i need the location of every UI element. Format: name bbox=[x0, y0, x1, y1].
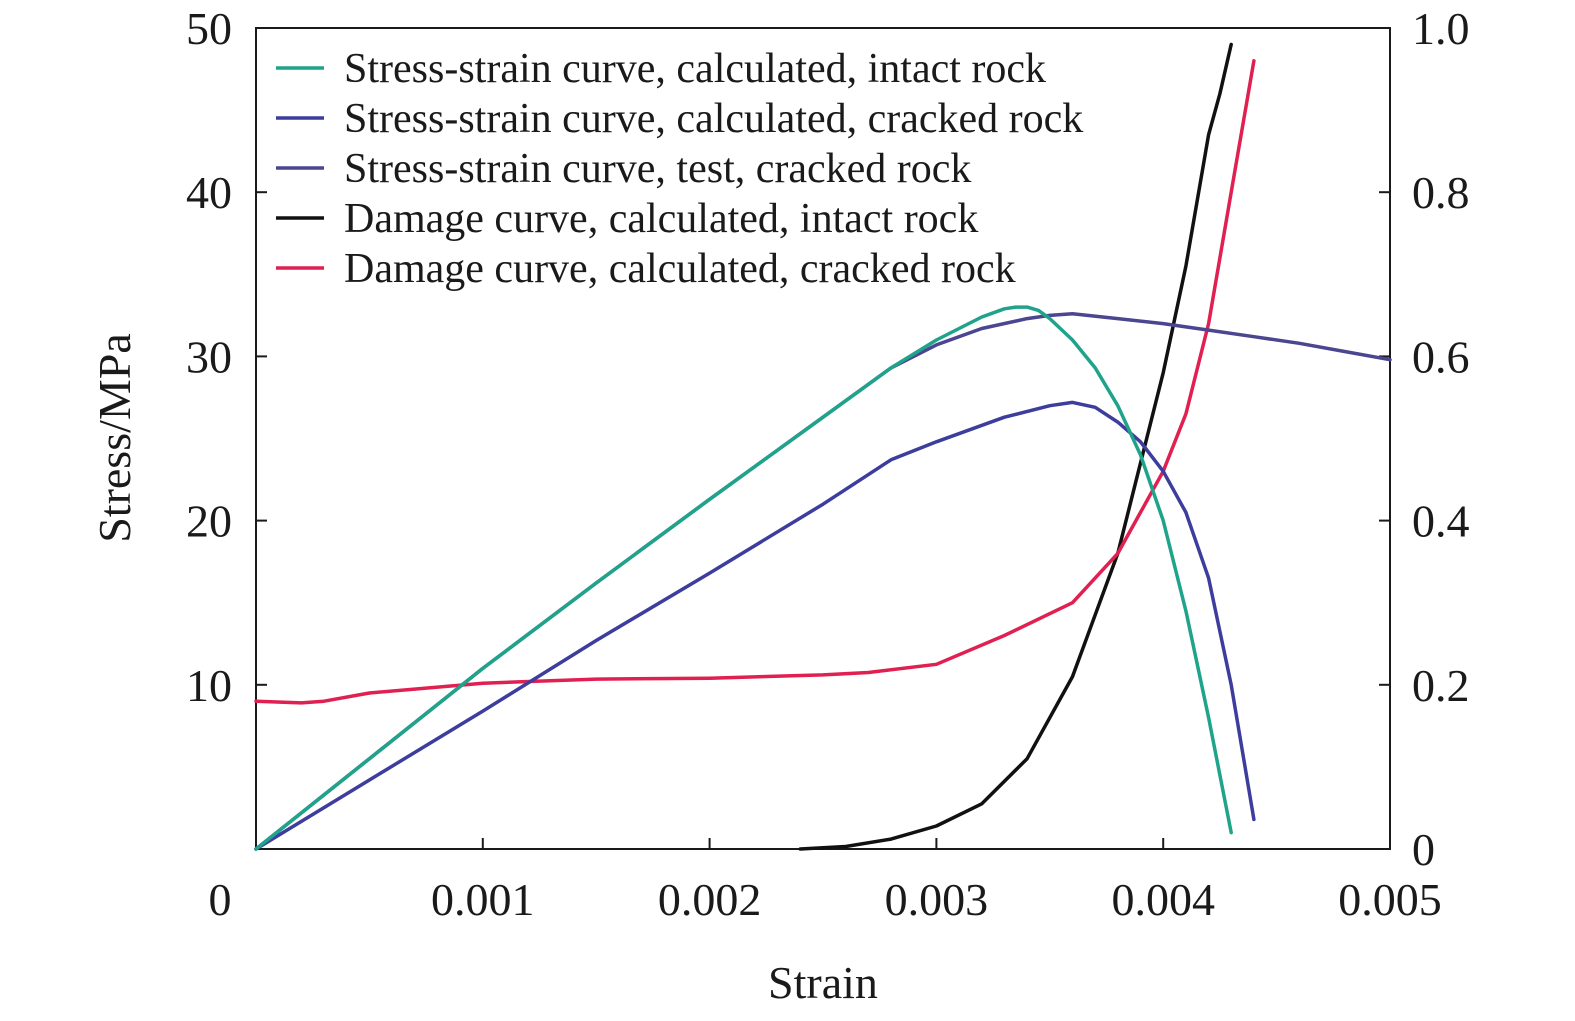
legend-label: Damage curve, calculated, cracked rock bbox=[344, 246, 1016, 292]
x-axis-title: Strain bbox=[768, 957, 878, 1008]
y2-tick-label: 0 bbox=[1412, 824, 1435, 875]
x-tick-label: 0.003 bbox=[885, 874, 989, 925]
tick-labels: 0 0.001 0.002 0.003 0.004 0.005 10 20 30 40 50 0 0.2… bbox=[186, 3, 1470, 925]
legend-label: Stress-strain curve, calculated, intact … bbox=[344, 46, 1046, 92]
series-line-4 bbox=[798, 42, 1233, 851]
y2-tick-label: 0.6 bbox=[1412, 331, 1470, 382]
y2-tick-label: 1.0 bbox=[1412, 3, 1470, 54]
y-axis-title: Stress/MPa bbox=[89, 333, 140, 543]
series-layer bbox=[254, 42, 1392, 851]
y-tick-label: 10 bbox=[186, 660, 232, 711]
x-tick-label: 0.005 bbox=[1338, 874, 1442, 925]
x-tick-label: 0.001 bbox=[431, 874, 535, 925]
legend-label: Damage curve, calculated, intact rock bbox=[344, 196, 978, 242]
y2-tick-label: 0.8 bbox=[1412, 167, 1470, 218]
series-line-5 bbox=[254, 59, 1256, 705]
y2-tick-label: 0.2 bbox=[1412, 660, 1470, 711]
legend-label: Stress-strain curve, calculated, cracked… bbox=[344, 96, 1083, 142]
y-tick-label: 40 bbox=[186, 167, 232, 218]
legend-label: Stress-strain curve, test, cracked rock bbox=[344, 146, 971, 192]
y-tick-label: 50 bbox=[186, 3, 232, 54]
y-tick-label: 30 bbox=[186, 331, 232, 382]
series-line-1 bbox=[254, 305, 1233, 851]
legend: Stress-strain curve, calculated, intact … bbox=[276, 46, 1083, 292]
y2-tick-label: 0.4 bbox=[1412, 496, 1470, 547]
tick-marks bbox=[256, 191, 1390, 849]
x-tick-label: 0.002 bbox=[658, 874, 762, 925]
y-tick-label: 20 bbox=[186, 496, 232, 547]
x-tick-label: 0 bbox=[209, 874, 232, 925]
series-line-2 bbox=[254, 400, 1256, 851]
x-tick-label: 0.004 bbox=[1111, 874, 1215, 925]
